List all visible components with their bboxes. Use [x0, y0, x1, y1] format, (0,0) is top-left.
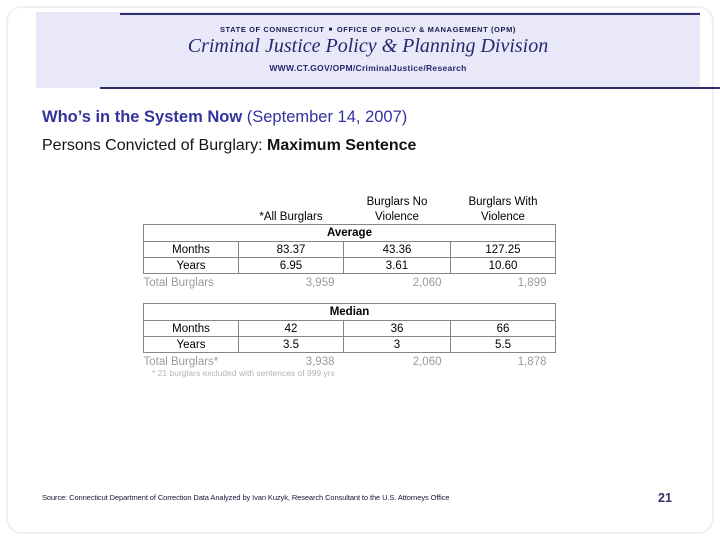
table-row-average-months: Months 83.37 43.36 127.25 — [143, 241, 556, 258]
total-value-cell: 2,060 — [412, 355, 442, 368]
page-subtitle-regular: Persons Convicted of Burglary: — [42, 137, 267, 154]
page-title-date: (September 14, 2007) — [242, 108, 408, 126]
value-cell: 36 — [343, 320, 451, 337]
table-row-average-total: Total Burglars 3,959 2,060 1,899 — [144, 274, 556, 292]
page-title-bold: Who’s in the System Now — [42, 108, 243, 126]
org-line: STATE OF CONNECTICUT ■ OFFICE OF POLICY & … — [36, 25, 700, 34]
table-row-median-total: Total Burglars* 3,938 2,060 1,878 — [144, 353, 556, 371]
table-col-header-with-violence: Burglars With Violence — [468, 196, 538, 223]
table-row-average-years: Years 6.95 3.61 10.60 — [143, 257, 556, 274]
value-cell: 42 — [238, 320, 344, 337]
section-header-cell: Average — [143, 224, 556, 242]
table-row-median-years: Years 3.5 3 5.5 — [143, 336, 556, 353]
table-spacer-row — [144, 291, 556, 304]
value-cell: 3.61 — [343, 257, 451, 274]
header-top-rule — [120, 13, 700, 15]
row-label-cell: Years — [143, 257, 239, 274]
total-value-cell: 1,878 — [517, 355, 547, 368]
header-banner — [36, 12, 700, 88]
value-cell: 43.36 — [343, 241, 451, 258]
source-note: Source: Connecticut Department of Correc… — [42, 493, 450, 502]
total-value-cell: 2,060 — [412, 276, 442, 289]
total-label-cell: Total Burglars* — [143, 355, 219, 368]
row-label-cell: Months — [143, 320, 239, 337]
value-cell: 127.25 — [450, 241, 556, 258]
section-header-row-average: Average — [143, 224, 556, 242]
row-label-cell: Years — [143, 336, 239, 353]
table-col-header-all-burglars: *All Burglars — [259, 210, 323, 223]
org-right-label: OFFICE OF POLICY & MANAGEMENT (OPM) — [336, 25, 517, 34]
section-header-row-median: Median — [143, 303, 556, 321]
footnote: * 21 burglars excluded with sentences of… — [152, 368, 335, 378]
value-cell: 83.37 — [238, 241, 344, 258]
table-col-header-blank — [144, 188, 239, 225]
division-title: Criminal Justice Policy & Planning Divis… — [187, 35, 549, 57]
total-value-cell: 3,938 — [305, 355, 335, 368]
org-left-label: STATE OF CONNECTICUT — [219, 25, 325, 34]
sentence-table: *All Burglars Burglars No Violence Burgl… — [143, 188, 556, 370]
row-label-cell: Months — [143, 241, 239, 258]
value-cell: 10.60 — [450, 257, 556, 274]
table-header-row: *All Burglars Burglars No Violence Burgl… — [144, 188, 556, 225]
header-bottom-rule — [100, 87, 720, 89]
total-label-cell: Total Burglars — [143, 276, 214, 289]
value-cell: 5.5 — [450, 336, 556, 353]
total-value-cell: 1,899 — [517, 276, 547, 289]
value-cell: 66 — [450, 320, 556, 337]
value-cell: 6.95 — [238, 257, 344, 274]
page-subtitle: Persons Convicted of Burglary: Maximum S… — [42, 137, 416, 155]
page-title: Who’s in the System Now (September 14, 2… — [42, 108, 407, 127]
section-header-cell: Median — [143, 303, 556, 321]
value-cell: 3 — [343, 336, 451, 353]
page-subtitle-bold: Maximum Sentence — [267, 137, 417, 154]
value-cell: 3.5 — [238, 336, 344, 353]
website-url: WWW.CT.GOV/OPM/CriminalJustice/Research — [269, 63, 467, 73]
table-row-median-months: Months 42 36 66 — [143, 320, 556, 337]
total-value-cell: 3,959 — [305, 276, 335, 289]
table-col-header-no-violence: Burglars No Violence — [366, 196, 428, 223]
page-number: 21 — [658, 491, 672, 505]
square-bullet-icon: ■ — [328, 27, 333, 33]
